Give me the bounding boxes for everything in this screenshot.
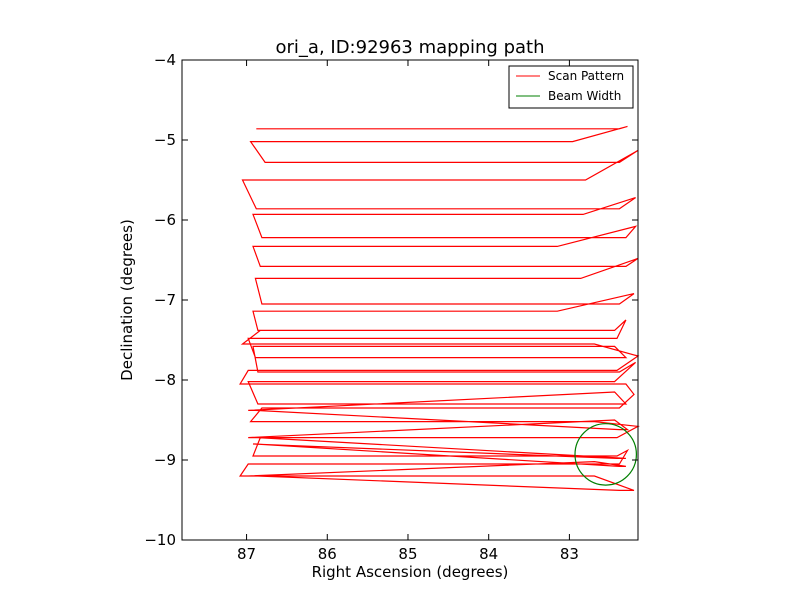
plot-data — [238, 125, 640, 491]
y-tick-label: −6 — [154, 211, 176, 229]
legend-label-scan: Scan Pattern — [548, 69, 624, 83]
x-tick-label: 84 — [479, 545, 498, 563]
y-tick-label: −9 — [154, 451, 176, 469]
x-tick-label: 87 — [237, 545, 256, 563]
x-axis-label: Right Ascension (degrees) — [312, 563, 509, 581]
chart-title: ori_a, ID:92963 mapping path — [276, 37, 545, 58]
legend-box — [508, 65, 634, 109]
y-tick-label: −7 — [154, 291, 176, 309]
x-tick-label: 83 — [560, 545, 579, 563]
x-tick-label: 86 — [318, 545, 337, 563]
legend-label-beam: Beam Width — [548, 89, 621, 103]
y-tick-label: −4 — [154, 51, 176, 69]
y-axis-label: Declination (degrees) — [118, 219, 136, 381]
x-axis: 87 86 85 84 83 — [237, 60, 579, 563]
y-tick-label: −8 — [154, 371, 176, 389]
y-tick-label: −5 — [154, 131, 176, 149]
y-axis: −4 −5 −6 −7 −8 −9 −10 — [144, 51, 638, 549]
beam-width-circle — [574, 423, 638, 486]
legend: Scan Pattern Beam Width — [508, 65, 634, 109]
x-tick-label: 85 — [398, 545, 417, 563]
scan-pattern-line — [238, 125, 640, 491]
y-tick-label: −10 — [144, 531, 176, 549]
